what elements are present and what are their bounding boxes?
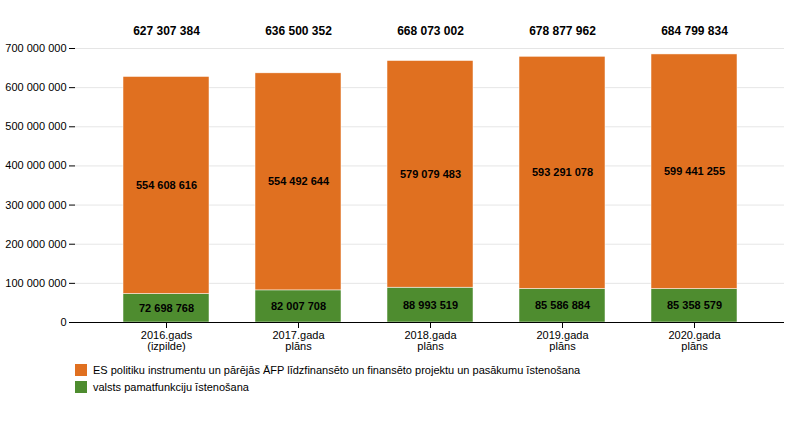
svg-text:668 073 002: 668 073 002: [397, 24, 464, 38]
svg-text:636 500 352: 636 500 352: [265, 24, 332, 38]
svg-text:2018.gadaplāns: 2018.gadaplāns: [405, 329, 458, 352]
svg-text:88 993 519: 88 993 519: [403, 299, 458, 311]
svg-text:2019.gadaplāns: 2019.gadaplāns: [537, 329, 590, 352]
html-text:ES politiku instrumentu un pār: ES politiku instrumentu un pārējās ĀFP l…: [93, 364, 581, 376]
svg-text:593 291 078: 593 291 078: [532, 166, 593, 178]
svg-text:600 000 000: 600 000 000: [5, 81, 66, 93]
svg-text:85 358 579: 85 358 579: [667, 299, 722, 311]
svg-text:627 307 384: 627 307 384: [133, 24, 200, 38]
svg-text:200 000 000: 200 000 000: [5, 238, 66, 250]
svg-text:599 441 255: 599 441 255: [664, 165, 725, 177]
svg-text:554 492 644: 554 492 644: [268, 175, 330, 187]
svg-text:2017.gadaplāns: 2017.gadaplāns: [273, 329, 326, 352]
svg-text:500 000 000: 500 000 000: [5, 120, 66, 132]
svg-text:82 007 708: 82 007 708: [271, 300, 326, 312]
svg-text:400 000 000: 400 000 000: [5, 159, 66, 171]
svg-text:579 079 483: 579 079 483: [400, 168, 461, 180]
svg-text:85 586 884: 85 586 884: [535, 299, 591, 311]
svg-text:554 608 616: 554 608 616: [136, 179, 197, 191]
svg-text:2020.gadaplāns: 2020.gadaplāns: [669, 329, 722, 352]
svg-text:72 698 768: 72 698 768: [139, 302, 194, 314]
svg-text:684 799 834: 684 799 834: [661, 24, 728, 38]
svg-text:300 000 000: 300 000 000: [5, 199, 66, 211]
svg-text:678 877 962: 678 877 962: [529, 24, 596, 38]
html-text:valsts pamatfunkciju īstenošan: valsts pamatfunkciju īstenošana: [93, 381, 249, 393]
svg-text:100 000 000: 100 000 000: [5, 277, 66, 289]
svg-text:2016.gads(izpilde): 2016.gads(izpilde): [141, 329, 193, 352]
svg-text:700 000 000: 700 000 000: [5, 42, 66, 54]
svg-text:0: 0: [60, 316, 66, 328]
